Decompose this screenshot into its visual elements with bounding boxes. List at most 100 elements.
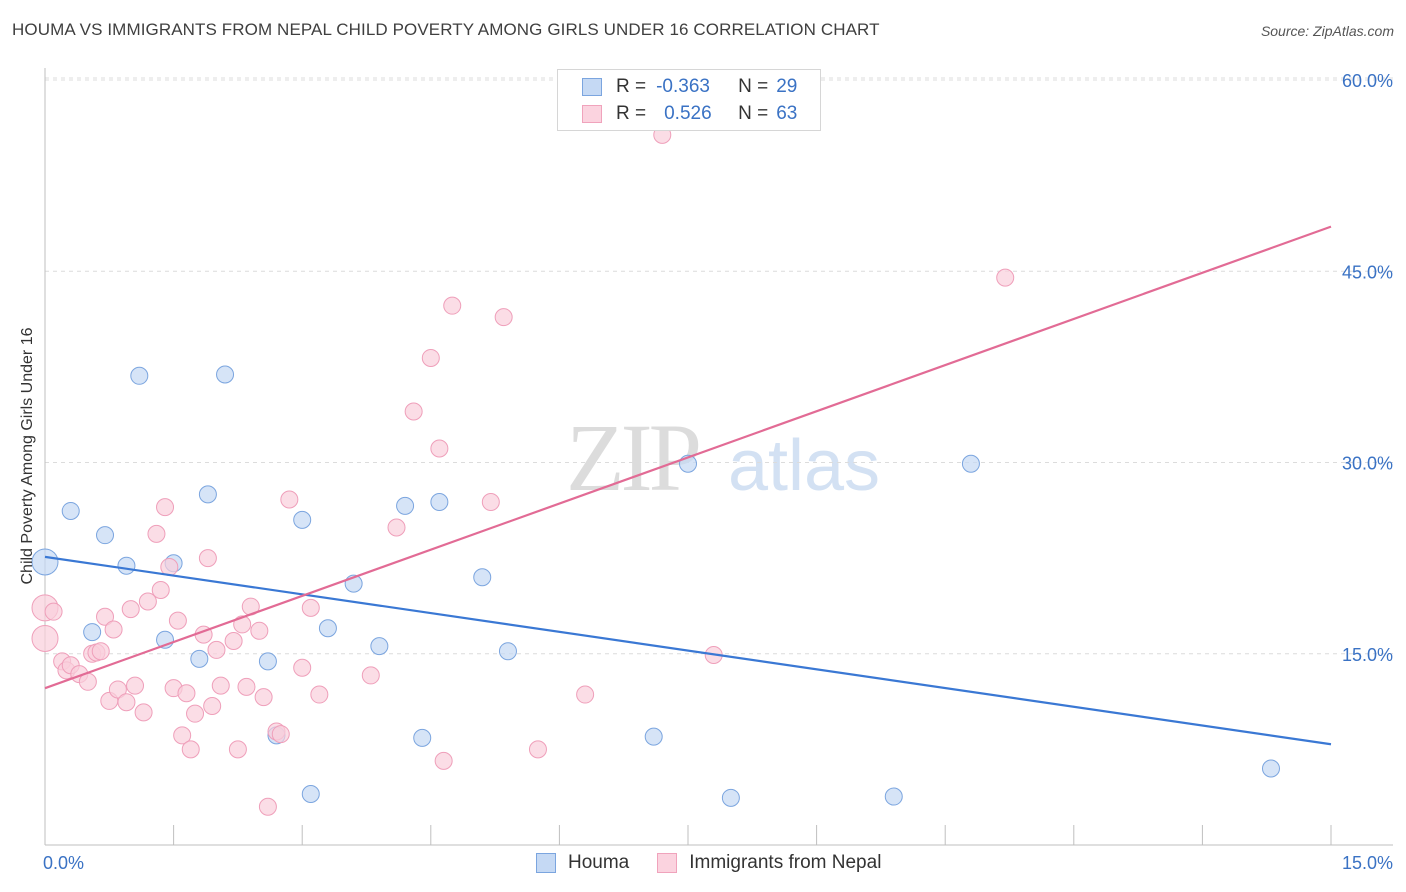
nepal-point — [421, 348, 440, 367]
n-label: N = — [738, 76, 769, 97]
nepal-point — [228, 740, 247, 759]
houma-point — [473, 568, 492, 587]
nepal-point — [156, 498, 175, 517]
nepal-point — [387, 518, 406, 537]
source-credit: Source: ZipAtlas.com — [1260, 23, 1394, 39]
nepal-point — [203, 697, 222, 716]
houma-point — [318, 619, 337, 638]
nepal-point — [443, 296, 462, 315]
nepal-point — [134, 703, 153, 722]
nepal-legend-swatch — [657, 853, 678, 873]
nepal-point — [250, 621, 269, 640]
y-tick-label: 45.0% — [1342, 262, 1393, 282]
houma-point — [190, 649, 209, 668]
houma-point — [216, 365, 235, 384]
legend-row-nepal: R = 0.526 N = 63 — [582, 102, 797, 126]
nepal-point — [104, 620, 123, 639]
nepal-point — [121, 600, 140, 619]
houma-point — [430, 493, 449, 512]
houma-point — [644, 727, 663, 746]
data-points — [31, 125, 1280, 816]
houma-point — [884, 787, 903, 806]
houma-swatch — [582, 78, 602, 96]
nepal-point — [96, 607, 115, 626]
watermark-atlas: atlas — [728, 426, 880, 506]
houma-point — [301, 785, 320, 803]
houma-r-value: -0.363 — [656, 76, 710, 97]
nepal-point — [138, 592, 157, 611]
n-label: N = — [738, 103, 769, 124]
nepal-n-value: 63 — [776, 103, 798, 124]
x-tick-label: 0.0% — [43, 853, 84, 873]
nepal-point — [207, 640, 226, 659]
x-tick-label: 15.0% — [1342, 853, 1393, 873]
houma-point — [498, 642, 517, 661]
houma-point — [198, 485, 217, 504]
nepal-point — [254, 688, 273, 707]
nepal-point — [181, 740, 200, 759]
nepal-point — [233, 615, 252, 634]
nepal-swatch — [582, 105, 602, 123]
houma-point — [258, 652, 277, 671]
chart-title: HOUMA VS IMMIGRANTS FROM NEPAL CHILD POV… — [12, 20, 880, 39]
nepal-point — [173, 726, 192, 745]
houma-legend-label: Houma — [568, 852, 630, 873]
series-legend: Houma Immigrants from Nepal — [536, 852, 909, 874]
houma-point — [31, 548, 59, 576]
nepal-point — [576, 685, 595, 704]
nepal-r-value: 0.526 — [664, 103, 712, 124]
legend-item-houma: Houma — [536, 852, 629, 874]
nepal-point — [361, 666, 380, 685]
nepal-point — [237, 677, 256, 696]
houma-point — [370, 637, 389, 656]
houma-point — [396, 496, 415, 515]
nepal-point — [151, 581, 170, 599]
houma-point — [721, 788, 740, 807]
nepal-point — [177, 684, 196, 703]
trend-lines — [44, 225, 1332, 746]
nepal-point — [271, 725, 290, 744]
houma-point — [61, 501, 80, 520]
tick-labels: 15.0% 30.0% 45.0% 60.0% 0.0% 15.0% — [43, 71, 1393, 873]
houma-legend-swatch — [536, 853, 556, 873]
houma-point — [293, 510, 312, 529]
nepal-trend-line — [44, 225, 1332, 690]
axes — [44, 68, 1393, 846]
nepal-point — [293, 658, 312, 677]
correlation-legend: R = -0.363 N = 29 R = 0.526 N = 63 — [557, 69, 821, 131]
nepal-point — [528, 740, 547, 759]
nepal-point — [147, 524, 166, 543]
gridlines — [45, 77, 1393, 655]
legend-row-houma: R = -0.363 N = 29 — [582, 75, 797, 99]
houma-point — [961, 454, 980, 473]
nepal-point — [198, 549, 217, 568]
nepal-point — [211, 676, 230, 695]
nepal-point — [280, 490, 299, 509]
nepal-point — [91, 642, 110, 661]
legend-item-nepal: Immigrants from Nepal — [657, 852, 881, 874]
nepal-point — [44, 602, 63, 621]
y-tick-label: 30.0% — [1342, 454, 1393, 474]
houma-point — [130, 366, 149, 385]
houma-trend-line — [44, 555, 1332, 746]
nepal-point — [434, 751, 453, 770]
nepal-point — [481, 493, 500, 512]
nepal-point — [404, 402, 423, 421]
nepal-point — [126, 676, 145, 695]
watermark: ZIP atlas — [566, 404, 880, 511]
houma-n-value: 29 — [776, 76, 798, 97]
nepal-point — [31, 624, 59, 652]
nepal-point — [301, 598, 320, 617]
y-tick-label: 15.0% — [1342, 645, 1393, 665]
nepal-point — [117, 693, 136, 712]
y-axis-label: Child Poverty Among Girls Under 16 — [19, 327, 36, 585]
nepal-point — [310, 685, 329, 704]
houma-point — [96, 526, 115, 545]
nepal-point — [996, 268, 1015, 287]
houma-point — [413, 728, 432, 747]
nepal-point — [186, 704, 205, 723]
nepal-point — [108, 680, 127, 699]
houma-point — [83, 623, 102, 642]
r-label: R = — [616, 103, 647, 124]
